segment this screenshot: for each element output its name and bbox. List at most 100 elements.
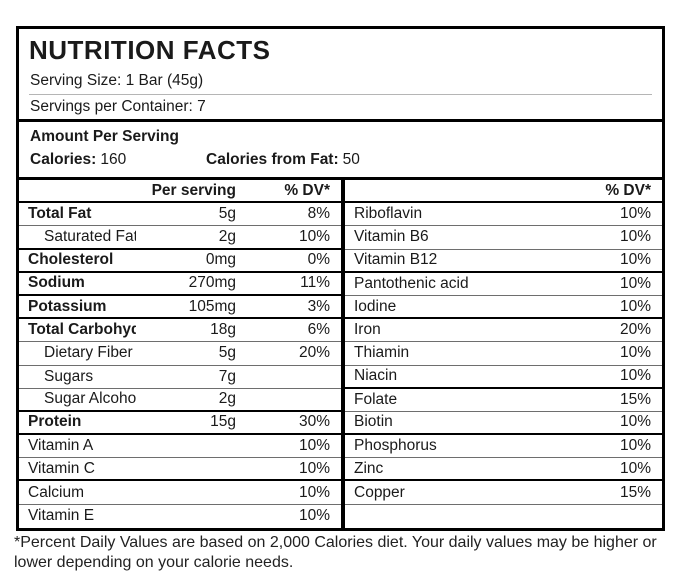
calories-from-fat: Calories from Fat: 50 (206, 151, 360, 169)
nutrient-amount: 105mg (188, 297, 236, 315)
page-title: NUTRITION FACTS (29, 35, 271, 65)
table-header-row: % DV* (345, 180, 662, 204)
nutrient-amount: 5g (218, 205, 236, 223)
nutrient-dv: 10% (619, 459, 651, 477)
table-row: Copper 15% (345, 481, 662, 505)
servings-per-container: Servings per Container: 7 (30, 98, 206, 115)
table-row (345, 505, 662, 528)
nutrient-label: Vitamin C (28, 459, 95, 477)
nutrient-label: Dietary Fiber (44, 344, 133, 362)
nutrient-dv: 10% (619, 367, 651, 385)
nutrient-dv: 3% (307, 297, 330, 315)
table-row: Vitamin B12 10% (345, 250, 662, 273)
nutrient-label: Sugars (44, 367, 94, 385)
nutrient-dv: 10% (619, 274, 651, 292)
nutrient-label: Sugar Alcohol (44, 390, 136, 408)
footnote: *Percent Daily Values are based on 2,000… (14, 534, 657, 572)
nutrient-table-left: Per serving % DV* Total Fat 5g 8% Saturated F… (19, 180, 341, 528)
nutrient-dv: 15% (619, 390, 651, 408)
nutrient-dv: 10% (619, 228, 651, 246)
nutrient-label: Copper (354, 483, 405, 501)
nutrient-dv: 10% (619, 437, 651, 455)
nutrient-dv: 10% (619, 297, 651, 315)
nutrient-tables: Per serving % DV* Total Fat 5g 8% Saturated F… (19, 180, 662, 528)
nutrient-amount: 18g (210, 321, 236, 339)
table-row: Potassium 105mg 3% (19, 296, 341, 320)
nutrient-label: Vitamin B12 (354, 251, 438, 269)
nutrient-label: Iron (354, 321, 381, 339)
calories-value: 160 (100, 151, 127, 168)
table-row: Total Carbohydrates 18g 6% (19, 319, 341, 343)
nutrient-label: Thiamin (354, 344, 410, 362)
nutrient-label: Total Fat (28, 205, 92, 223)
nutrient-label: Iodine (354, 297, 397, 315)
nutrient-amount: 15g (210, 413, 236, 431)
nutrient-dv: 10% (298, 507, 330, 525)
table-row: Dietary Fiber 5g 20% (19, 342, 341, 366)
column-header-dv: % DV* (284, 181, 330, 199)
amount-per-serving-label: Amount Per Serving (30, 128, 179, 145)
table-row: Vitamin C 10% (19, 458, 341, 482)
nutrient-amount: 7g (218, 367, 236, 385)
nutrient-dv: 10% (298, 437, 330, 455)
nutrition-facts-panel: NUTRITION FACTS Serving Size: 1 Bar (45g… (16, 26, 665, 531)
table-row: Cholesterol 0mg 0% (19, 250, 341, 273)
table-row: Niacin 10% (345, 366, 662, 389)
nutrient-dv: 10% (619, 251, 651, 269)
table-row: Folate 15% (345, 389, 662, 412)
table-row: Iron 20% (345, 319, 662, 343)
nutrient-label: Biotin (354, 413, 393, 431)
nutrient-table-right: % DV* Riboflavin 10% Vitamin B6 10% Vitamin B… (345, 180, 662, 528)
nutrient-dv: 10% (619, 344, 651, 362)
table-row: Zinc 10% (345, 458, 662, 482)
table-row: Iodine 10% (345, 296, 662, 320)
header-section: NUTRITION FACTS Serving Size: 1 Bar (45g… (19, 29, 662, 119)
table-row: Vitamin E 10% (19, 505, 341, 528)
section-divider (19, 119, 662, 122)
nutrient-amount: 5g (218, 344, 236, 362)
nutrient-dv: 10% (619, 413, 651, 431)
nutrient-dv: 20% (298, 344, 330, 362)
table-row: Pantothenic acid 10% (345, 273, 662, 296)
calories-from-fat-value: 50 (342, 151, 360, 168)
nutrient-dv: 10% (298, 227, 330, 245)
nutrient-label: Cholesterol (28, 251, 114, 269)
calories-from-fat-label: Calories from Fat: (206, 151, 339, 168)
nutrient-dv: 15% (619, 483, 651, 501)
nutrient-label: Vitamin A (28, 437, 94, 455)
nutrient-label: Folate (354, 390, 398, 408)
table-row: Total Fat 5g 8% (19, 203, 341, 227)
table-row: Sugars 7g (19, 366, 341, 389)
nutrient-label: Vitamin E (28, 507, 95, 525)
serving-size: Serving Size: 1 Bar (45g) (29, 71, 652, 95)
nutrient-amount: 0mg (205, 251, 236, 269)
nutrient-dv: 6% (307, 321, 330, 339)
table-row: Sodium 270mg 11% (19, 273, 341, 296)
nutrient-label: Phosphorus (354, 437, 437, 455)
table-row: Vitamin B6 10% (345, 226, 662, 250)
nutrient-label: Total Carbohydrates (28, 321, 136, 339)
table-vertical-divider (341, 180, 345, 528)
table-row: Thiamin 10% (345, 342, 662, 366)
nutrient-amount: 2g (218, 390, 236, 408)
nutrient-amount: 270mg (188, 274, 236, 292)
nutrient-label: Zinc (354, 459, 384, 477)
nutrient-dv: 10% (298, 459, 330, 477)
table-row: Vitamin A 10% (19, 435, 341, 459)
nutrient-dv: 11% (300, 274, 330, 292)
table-row: Riboflavin 10% (345, 203, 662, 227)
nutrient-dv: 20% (619, 321, 651, 339)
nutrient-label: Sodium (28, 274, 85, 292)
table-header-row: Per serving % DV* (19, 180, 341, 204)
column-header-per-serving: Per serving (151, 181, 236, 199)
nutrient-label: Protein (28, 413, 82, 431)
table-row: Calcium 10% (19, 481, 341, 505)
nutrient-amount: 2g (218, 227, 236, 245)
nutrient-label: Calcium (28, 483, 84, 501)
nutrient-label: Vitamin B6 (354, 228, 429, 246)
nutrient-dv: 10% (298, 483, 330, 501)
calories-label: Calories: (30, 151, 97, 168)
table-row: Biotin 10% (345, 412, 662, 436)
table-row: Saturated Fat 2g 10% (19, 226, 341, 250)
calories-line: Calories: 160 Calories from Fat: 50 (30, 149, 652, 172)
